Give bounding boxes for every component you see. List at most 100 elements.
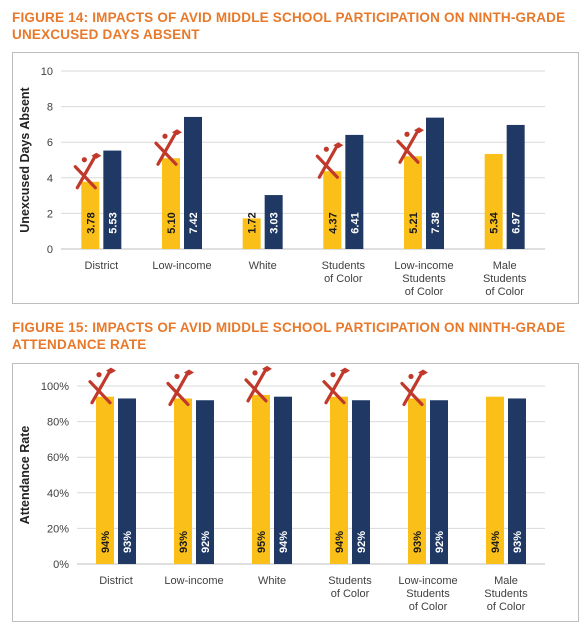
- icon-stroke-a: [244, 378, 268, 403]
- data-label: 92%: [434, 531, 446, 553]
- y-tick-label: 4: [47, 173, 53, 185]
- x-category-label: Low-income: [398, 575, 457, 587]
- data-label: 5.53: [107, 212, 119, 233]
- y-tick-label: 0: [47, 244, 53, 256]
- icon-stroke-a: [315, 154, 339, 179]
- data-label: 5.21: [408, 212, 420, 233]
- data-label: 92%: [200, 531, 212, 553]
- icon-stroke-b: [398, 130, 419, 164]
- data-label: 94%: [100, 531, 112, 553]
- icon-stroke-b: [75, 156, 96, 190]
- y-tick-label: 8: [47, 102, 53, 114]
- icon-head: [81, 157, 87, 163]
- icon-head: [330, 372, 336, 378]
- bar-avid: [486, 396, 504, 564]
- icon-head: [96, 372, 102, 378]
- x-category-label: White: [258, 575, 286, 587]
- icon-head: [174, 373, 180, 380]
- icon-stroke-b: [317, 145, 338, 179]
- y-axis-label: Attendance Rate: [18, 426, 32, 525]
- data-label: 7.42: [188, 212, 200, 233]
- y-tick-label: 20%: [47, 523, 69, 535]
- bar-avid: [174, 398, 192, 564]
- data-label: 4.37: [327, 212, 339, 233]
- x-category-label: Low-income: [152, 260, 211, 272]
- x-category-label: Students: [322, 260, 366, 272]
- y-tick-label: 0%: [53, 559, 69, 571]
- bar-comparison: [264, 195, 283, 249]
- bar-comparison: [196, 400, 214, 564]
- avid-graduate-icon: [315, 142, 344, 179]
- x-category-label: Students: [402, 273, 446, 285]
- icon-stroke-a: [154, 141, 178, 166]
- bar-avid: [242, 218, 261, 249]
- y-tick-label: 100%: [41, 381, 69, 393]
- x-category-label: of Color: [485, 286, 524, 298]
- icon-stroke-b: [168, 372, 189, 407]
- figure-14-panel: 0 2 4 6 8 10 Unexcused Days Absent 3.78 5.53 Dist…: [12, 52, 579, 304]
- bar-comparison: [508, 398, 526, 564]
- icon-stroke-b: [90, 371, 111, 405]
- avid-graduate-icon: [322, 367, 350, 405]
- icon-stroke-a: [88, 380, 112, 405]
- avid-graduate-icon: [166, 369, 194, 407]
- icon-head: [408, 373, 414, 380]
- data-label: 3.03: [269, 212, 281, 233]
- bar-comparison: [352, 400, 370, 564]
- data-label: 95%: [256, 531, 268, 553]
- bar-comparison: [506, 124, 525, 249]
- data-label: 5.34: [489, 211, 501, 233]
- x-category-label: White: [249, 260, 277, 272]
- x-category-label: Students: [484, 588, 528, 600]
- x-category-label: Students: [406, 588, 450, 600]
- bar-avid: [484, 153, 503, 249]
- y-tick-label: 80%: [47, 417, 69, 429]
- icon-stroke-a: [396, 139, 420, 164]
- x-category-label: of Color: [487, 601, 526, 613]
- figure-15-title: FIGURE 15: IMPACTS OF AVID MIDDLE SCHOOL…: [12, 320, 566, 352]
- x-category-label: Male: [494, 575, 518, 587]
- icon-stroke-b: [402, 372, 423, 407]
- y-tick-label: 60%: [47, 452, 69, 464]
- icon-stroke-b: [246, 369, 267, 403]
- bar-comparison: [426, 117, 444, 249]
- data-label: 3.78: [85, 212, 97, 233]
- figure-14-title: FIGURE 14: IMPACTS OF AVID MIDDLE SCHOOL…: [12, 10, 566, 42]
- icon-stroke-a: [400, 381, 424, 407]
- avid-graduate-icon: [73, 152, 102, 190]
- bar-comparison: [103, 150, 122, 249]
- x-category-label: Low-income: [394, 260, 453, 272]
- data-label: 94%: [490, 531, 502, 553]
- bar-avid: [404, 156, 422, 249]
- data-label: 93%: [412, 531, 424, 553]
- y-axis-label: Unexcused Days Absent: [18, 86, 32, 232]
- data-label: 92%: [356, 531, 368, 553]
- data-label: 1.72: [247, 212, 259, 233]
- figure-14-chart: 0 2 4 6 8 10 Unexcused Days Absent 3.78 5.53 Dist…: [18, 66, 545, 298]
- x-category-label: Male: [493, 260, 517, 272]
- y-tick-label: 40%: [47, 488, 69, 500]
- data-label: 6.97: [511, 212, 523, 233]
- x-category-label: of Color: [405, 286, 444, 298]
- x-category-label: Low-income: [164, 575, 223, 587]
- bar-avid: [323, 171, 342, 249]
- x-category-label: Students: [483, 273, 527, 285]
- data-label: 94%: [334, 531, 346, 553]
- data-label: 6.41: [349, 212, 361, 233]
- bar-avid: [81, 181, 100, 249]
- x-category-label: of Color: [324, 273, 363, 285]
- data-label: 5.10: [166, 212, 178, 233]
- avid-graduate-icon: [400, 369, 428, 407]
- y-tick-label: 10: [41, 66, 53, 78]
- bar-avid: [408, 398, 426, 564]
- data-label: 93%: [512, 531, 524, 553]
- bar-avid: [330, 396, 348, 564]
- icon-stroke-a: [73, 165, 97, 190]
- x-category-label: of Color: [331, 588, 370, 600]
- icon-head: [323, 146, 329, 152]
- bar-comparison: [118, 398, 136, 564]
- data-label: 7.38: [430, 212, 442, 233]
- y-tick-label: 2: [47, 208, 53, 220]
- icon-stroke-b: [156, 132, 177, 166]
- data-label: 94%: [278, 531, 290, 553]
